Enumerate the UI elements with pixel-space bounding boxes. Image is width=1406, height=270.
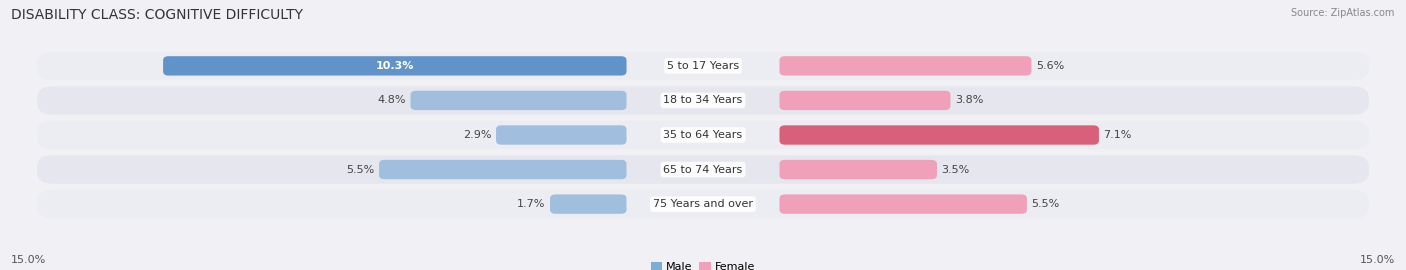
Text: 7.1%: 7.1% — [1104, 130, 1132, 140]
Text: 10.3%: 10.3% — [375, 61, 413, 71]
FancyBboxPatch shape — [37, 52, 1369, 80]
Legend: Male, Female: Male, Female — [647, 257, 759, 270]
Text: 65 to 74 Years: 65 to 74 Years — [664, 164, 742, 175]
FancyBboxPatch shape — [380, 160, 627, 179]
Text: Source: ZipAtlas.com: Source: ZipAtlas.com — [1291, 8, 1395, 18]
FancyBboxPatch shape — [779, 91, 950, 110]
Text: 3.5%: 3.5% — [942, 164, 970, 175]
FancyBboxPatch shape — [496, 125, 627, 145]
Text: 75 Years and over: 75 Years and over — [652, 199, 754, 209]
FancyBboxPatch shape — [37, 190, 1369, 218]
Text: 2.9%: 2.9% — [463, 130, 492, 140]
Text: 15.0%: 15.0% — [1360, 255, 1395, 265]
Text: 3.8%: 3.8% — [955, 95, 983, 106]
FancyBboxPatch shape — [37, 121, 1369, 149]
Text: 4.8%: 4.8% — [378, 95, 406, 106]
FancyBboxPatch shape — [37, 86, 1369, 114]
FancyBboxPatch shape — [411, 91, 627, 110]
FancyBboxPatch shape — [779, 194, 1026, 214]
FancyBboxPatch shape — [779, 160, 936, 179]
FancyBboxPatch shape — [37, 156, 1369, 184]
FancyBboxPatch shape — [550, 194, 627, 214]
FancyBboxPatch shape — [779, 125, 1099, 145]
FancyBboxPatch shape — [779, 56, 1032, 76]
Text: 35 to 64 Years: 35 to 64 Years — [664, 130, 742, 140]
Text: 18 to 34 Years: 18 to 34 Years — [664, 95, 742, 106]
Text: 1.7%: 1.7% — [517, 199, 546, 209]
Text: 5 to 17 Years: 5 to 17 Years — [666, 61, 740, 71]
Text: 5.5%: 5.5% — [346, 164, 374, 175]
Text: DISABILITY CLASS: COGNITIVE DIFFICULTY: DISABILITY CLASS: COGNITIVE DIFFICULTY — [11, 8, 304, 22]
Text: 5.6%: 5.6% — [1036, 61, 1064, 71]
Text: 15.0%: 15.0% — [11, 255, 46, 265]
Text: 5.5%: 5.5% — [1032, 199, 1060, 209]
FancyBboxPatch shape — [163, 56, 627, 76]
